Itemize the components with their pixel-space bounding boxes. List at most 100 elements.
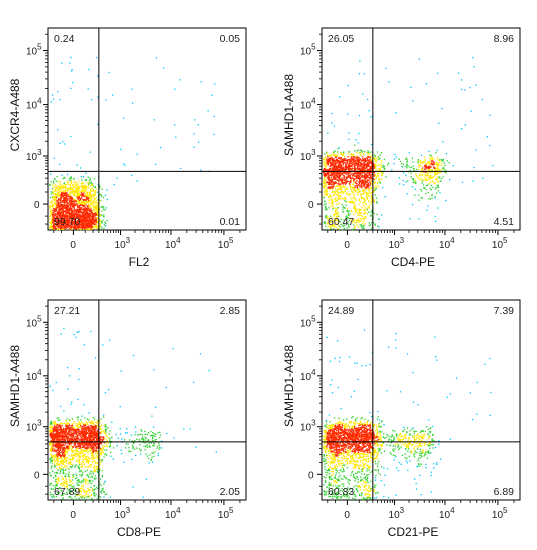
event-dot: [153, 119, 156, 121]
event-dot: [331, 181, 333, 183]
event-dot: [89, 191, 91, 193]
event-dot: [75, 217, 77, 219]
event-dot: [86, 186, 88, 188]
event-dot: [146, 446, 149, 449]
event-dot: [363, 163, 365, 165]
event-dot: [82, 215, 84, 217]
event-dot: [362, 226, 364, 229]
event-dot: [70, 179, 72, 181]
event-dot: [111, 437, 113, 439]
event-dot: [49, 183, 51, 186]
event-dot: [361, 180, 364, 182]
event-dot: [329, 179, 331, 181]
event-dot: [93, 207, 95, 209]
event-dot: [101, 188, 103, 190]
event-dot: [337, 198, 339, 200]
event-dot: [436, 163, 438, 166]
event-dot: [325, 203, 327, 205]
event-dot: [66, 209, 68, 211]
event-dot: [370, 167, 372, 170]
event-dot: [66, 215, 69, 218]
event-dot: [368, 211, 370, 213]
event-dot: [329, 154, 332, 156]
event-dot: [324, 162, 326, 164]
event-dot: [55, 180, 58, 182]
event-dot: [59, 203, 62, 206]
event-dot: [76, 196, 78, 198]
event-dot: [79, 167, 82, 169]
event-dot: [354, 164, 356, 166]
event-dot: [67, 388, 69, 390]
event-dot: [89, 182, 91, 184]
y-tick-label: 0: [34, 200, 40, 211]
event-dot: [333, 228, 335, 230]
event-dot: [325, 164, 328, 166]
event-dot: [420, 188, 422, 191]
event-dot: [348, 138, 350, 140]
event-dot: [365, 203, 368, 206]
event-dot: [78, 185, 80, 187]
event-dot: [346, 217, 348, 220]
event-dot: [124, 164, 126, 166]
event-dot: [345, 166, 347, 168]
event-dot: [59, 209, 61, 212]
event-dot: [80, 223, 82, 225]
event-dot: [57, 214, 59, 216]
event-dot: [441, 159, 444, 162]
event-dot: [339, 178, 342, 181]
event-dot: [95, 221, 97, 223]
event-dot: [428, 169, 430, 171]
event-dot: [364, 169, 366, 171]
event-dot: [347, 181, 349, 183]
event-dot: [367, 169, 370, 172]
event-dot: [327, 162, 330, 164]
event-dot: [95, 207, 97, 209]
event-dot: [360, 219, 363, 221]
event-dot: [71, 212, 74, 214]
event-dot: [79, 202, 81, 204]
event-dot: [358, 171, 360, 173]
event-dot: [363, 213, 365, 215]
event-dot: [431, 163, 434, 165]
event-dot: [61, 220, 63, 222]
event-dot: [373, 186, 376, 188]
event-dot: [377, 172, 380, 174]
event-dot: [350, 189, 353, 191]
event-dot: [88, 195, 90, 197]
event-dot: [399, 160, 402, 163]
event-dot: [379, 154, 381, 156]
event-dot: [327, 222, 329, 224]
event-dot: [93, 200, 95, 202]
event-dot: [439, 160, 441, 162]
event-dot: [347, 225, 350, 227]
event-dot: [83, 198, 85, 201]
event-dot: [100, 492, 103, 494]
event-dot: [354, 156, 356, 159]
event-dot: [356, 192, 359, 194]
event-dot: [73, 198, 75, 200]
event-dot: [81, 203, 83, 205]
event-dot: [324, 192, 326, 194]
event-dot: [152, 452, 155, 454]
event-dot: [344, 224, 346, 227]
event-dot: [49, 494, 51, 496]
event-dot: [348, 159, 351, 161]
event-dot: [58, 492, 60, 494]
event-dot: [358, 209, 360, 211]
event-dot: [336, 209, 338, 211]
event-dot: [425, 175, 427, 177]
event-dot: [361, 181, 363, 183]
event-dot: [94, 193, 96, 195]
event-dot: [52, 186, 55, 188]
x-tick-label: 104: [439, 236, 455, 251]
event-dot: [363, 227, 365, 230]
event-dot: [91, 183, 93, 185]
event-dot: [111, 421, 113, 423]
event-dot: [361, 179, 363, 181]
event-dot: [367, 152, 369, 154]
event-dot: [327, 158, 330, 160]
event-dot: [95, 212, 97, 214]
event-dot: [144, 448, 146, 451]
event-dot: [87, 191, 89, 193]
event-dot: [368, 224, 370, 227]
